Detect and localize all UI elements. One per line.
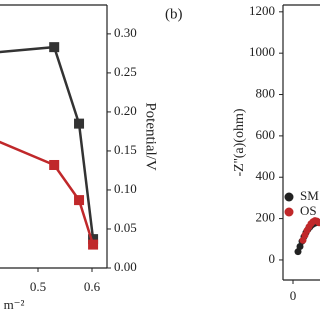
marker: [74, 118, 85, 129]
marker: [49, 159, 60, 170]
y-tick-label: 800: [256, 86, 276, 101]
y-axis-label: -Z''(a)(ohm): [232, 108, 247, 176]
x-tick-label: 0.5: [30, 279, 46, 294]
y-tick-label: 0.30: [114, 25, 137, 40]
y-tick-label: 0: [269, 251, 276, 266]
x-tick-label: 0: [290, 288, 297, 303]
y-tick-label: 200: [256, 210, 276, 225]
y-tick-label: 600: [256, 127, 276, 142]
marker: [49, 42, 60, 53]
plot-area: [0, 42, 99, 250]
y-tick-label: 1200: [249, 3, 275, 18]
legend-label: SM: [300, 188, 319, 203]
y-tick-label: 0.00: [114, 259, 137, 274]
line: [0, 140, 95, 245]
y-tick-label: 0.25: [114, 64, 137, 79]
panel-a: 0.00 0.05 0.10 0.15 0.20 0.25 0.30 0.5 0.6 m⁻² Pot…: [0, 4, 159, 312]
y-tick-label: 0.20: [114, 103, 137, 118]
y-tick-label: 0.15: [114, 142, 137, 157]
marker: [88, 239, 99, 250]
y-tick-label: 0.05: [114, 220, 137, 235]
point: [315, 219, 320, 227]
x-axis-label: m⁻²: [4, 297, 25, 312]
y-tick-label: 400: [256, 168, 276, 183]
marker: [74, 195, 85, 206]
x-tick-label: 0.6: [84, 279, 101, 294]
panel-b: (b) 0 200 400 600 800 1000 1200 0 -Z''(a)(ohm) SMO…: [165, 3, 320, 303]
y-tick-label: 1000: [249, 44, 275, 59]
y-axis-label: Potential/V: [143, 102, 159, 170]
line: [0, 45, 95, 240]
legend-label: OS: [300, 203, 317, 218]
panel-label: (b): [165, 6, 183, 22]
marker: [88, 234, 99, 245]
plot-area: [294, 217, 320, 256]
y-tick-label: 0.10: [114, 181, 137, 196]
legend-marker: [284, 192, 294, 202]
legend-marker: [284, 207, 294, 217]
